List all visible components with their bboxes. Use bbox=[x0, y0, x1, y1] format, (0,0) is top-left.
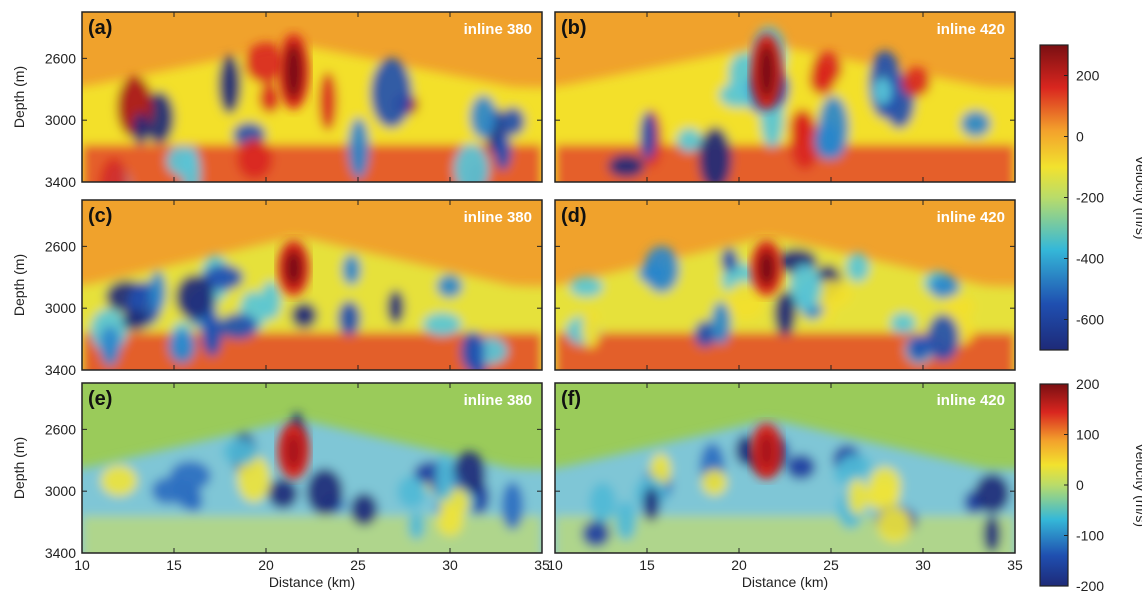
y-tick-label: 3000 bbox=[45, 112, 76, 128]
panel-a: (a) inline 380 bbox=[81, 11, 543, 183]
inline-label: inline 380 bbox=[464, 21, 532, 38]
x-tick-label: 15 bbox=[166, 557, 182, 573]
colorbar-tick-label: 0 bbox=[1076, 129, 1084, 145]
colorbar-tick-label: -400 bbox=[1076, 251, 1104, 267]
heatmap-field bbox=[555, 12, 1015, 182]
x-tick-label: 30 bbox=[442, 557, 458, 573]
x-tick-label: 15 bbox=[639, 557, 655, 573]
panel-frame bbox=[554, 11, 1016, 183]
colorbar-tick-label: 200 bbox=[1076, 68, 1100, 84]
colorbar-tick-label: 0 bbox=[1076, 477, 1084, 493]
y-tick-label: 3400 bbox=[45, 174, 76, 190]
x-axis-label: Distance (km) bbox=[742, 574, 828, 590]
x-tick-label: 20 bbox=[258, 557, 274, 573]
colorbar-bottom: 200 100 0 -100 -200 Velocity (m/s) bbox=[1039, 376, 1142, 594]
colorbar-tick-label: 100 bbox=[1076, 427, 1100, 443]
panel-frame bbox=[554, 199, 1016, 371]
panel-b: (b) inline 420 bbox=[554, 11, 1016, 183]
x-tick-label: 35 bbox=[1007, 557, 1023, 573]
panel-label: (d) bbox=[561, 205, 587, 227]
y-tick-label: 2600 bbox=[45, 421, 76, 437]
heatmap-field bbox=[555, 200, 1015, 370]
panel-c: (c) inline 380 bbox=[81, 199, 543, 371]
colorbar-tick-label: -200 bbox=[1076, 578, 1104, 594]
y-tick-label: 3000 bbox=[45, 483, 76, 499]
y-tick-label: 3400 bbox=[45, 545, 76, 561]
y-tick-label: 3000 bbox=[45, 300, 76, 316]
inline-label: inline 380 bbox=[464, 209, 532, 226]
panel-label: (e) bbox=[88, 388, 112, 410]
inline-label: inline 420 bbox=[937, 392, 1005, 409]
panel-d: (d) inline 420 bbox=[554, 199, 1016, 371]
inline-label: inline 420 bbox=[937, 209, 1005, 226]
y-tick-label: 2600 bbox=[45, 50, 76, 66]
heatmap-field bbox=[555, 383, 1015, 553]
x-tick-label: 10 bbox=[74, 557, 90, 573]
panel-label: (c) bbox=[88, 205, 112, 227]
inline-label: inline 420 bbox=[937, 21, 1005, 38]
panel-e: (e) inline 380 bbox=[81, 382, 543, 554]
heatmap-field bbox=[82, 200, 542, 370]
panel-label: (f) bbox=[561, 388, 581, 410]
panel-frame bbox=[554, 382, 1016, 554]
panel-label: (b) bbox=[561, 17, 587, 39]
colorbar-tick-label: -100 bbox=[1076, 528, 1104, 544]
colorbar-tick-label: -200 bbox=[1076, 190, 1104, 206]
x-tick-label: 10 bbox=[547, 557, 563, 573]
colorbar-label: Velocity (m/s) bbox=[1133, 443, 1142, 527]
x-tick-label: 35 bbox=[534, 557, 550, 573]
y-tick-label: 2600 bbox=[45, 238, 76, 254]
x-axis-label: Distance (km) bbox=[269, 574, 355, 590]
y-axis-label: Depth (m) bbox=[11, 437, 27, 499]
panel-frame bbox=[81, 11, 543, 183]
x-tick-label: 25 bbox=[823, 557, 839, 573]
panel-frame bbox=[81, 199, 543, 371]
y-tick-label: 3400 bbox=[45, 362, 76, 378]
panel-label: (a) bbox=[88, 17, 112, 39]
inline-label: inline 380 bbox=[464, 392, 532, 409]
heatmap-field bbox=[82, 12, 542, 182]
y-axis-label: Depth (m) bbox=[11, 254, 27, 316]
x-tick-label: 25 bbox=[350, 557, 366, 573]
x-tick-label: 20 bbox=[731, 557, 747, 573]
colorbar-top: 200 0 -200 -400 -600 Velocity (m/s) bbox=[1039, 44, 1142, 351]
panel-frame bbox=[81, 382, 543, 554]
x-tick-label: 30 bbox=[915, 557, 931, 573]
colorbar-label: Velocity (m/s) bbox=[1133, 155, 1142, 239]
heatmap-field bbox=[82, 383, 542, 553]
colorbar-tick-label: 200 bbox=[1076, 376, 1100, 392]
colorbar-tick-label: -600 bbox=[1076, 312, 1104, 328]
y-axis-label: Depth (m) bbox=[11, 66, 27, 128]
panel-f: (f) inline 420 bbox=[554, 382, 1016, 554]
